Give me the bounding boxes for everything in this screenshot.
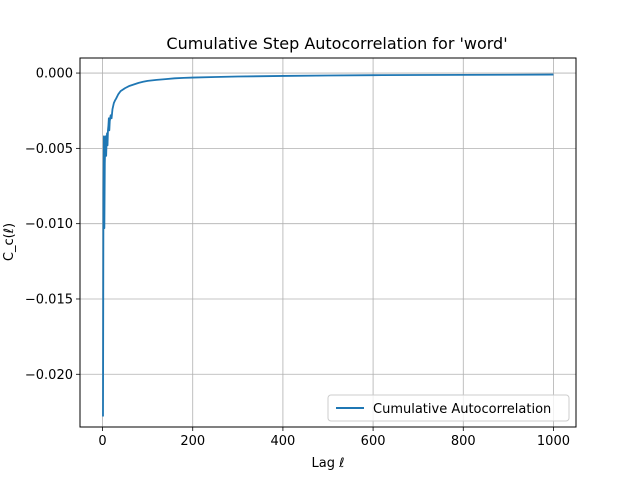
x-tick-label: 400 <box>270 434 295 449</box>
series-line-0 <box>102 73 554 417</box>
x-tick-label: 200 <box>180 434 205 449</box>
legend-entry-label: Cumulative Autocorrelation <box>373 402 551 417</box>
y-tick-label: −0.005 <box>25 142 73 157</box>
y-tick-label: −0.010 <box>25 217 73 232</box>
x-tick-label: 0 <box>98 434 106 449</box>
legend-box <box>327 394 570 422</box>
y-tick-label: 0.000 <box>36 67 73 82</box>
x-axis-ticks: 0 200 400 600 800 1000 <box>98 427 570 449</box>
legend: Cumulative Autocorrelation <box>327 394 570 422</box>
y-tick-label: −0.015 <box>25 292 73 307</box>
series-layer <box>102 73 554 417</box>
y-tick-label: −0.020 <box>25 368 73 383</box>
y-axis-label: C_c(ℓ) <box>2 223 17 261</box>
x-tick-label: 1000 <box>537 434 570 449</box>
x-tick-label: 800 <box>451 434 476 449</box>
grid-lines <box>80 58 576 427</box>
x-tick-label: 600 <box>361 434 386 449</box>
chart-title: Cumulative Step Autocorrelation for 'wor… <box>166 34 507 53</box>
plot-frame <box>79 57 577 428</box>
y-axis-ticks: 0.000 −0.005 −0.010 −0.015 −0.020 <box>25 67 80 383</box>
x-axis-label: Lag ℓ <box>312 456 345 471</box>
